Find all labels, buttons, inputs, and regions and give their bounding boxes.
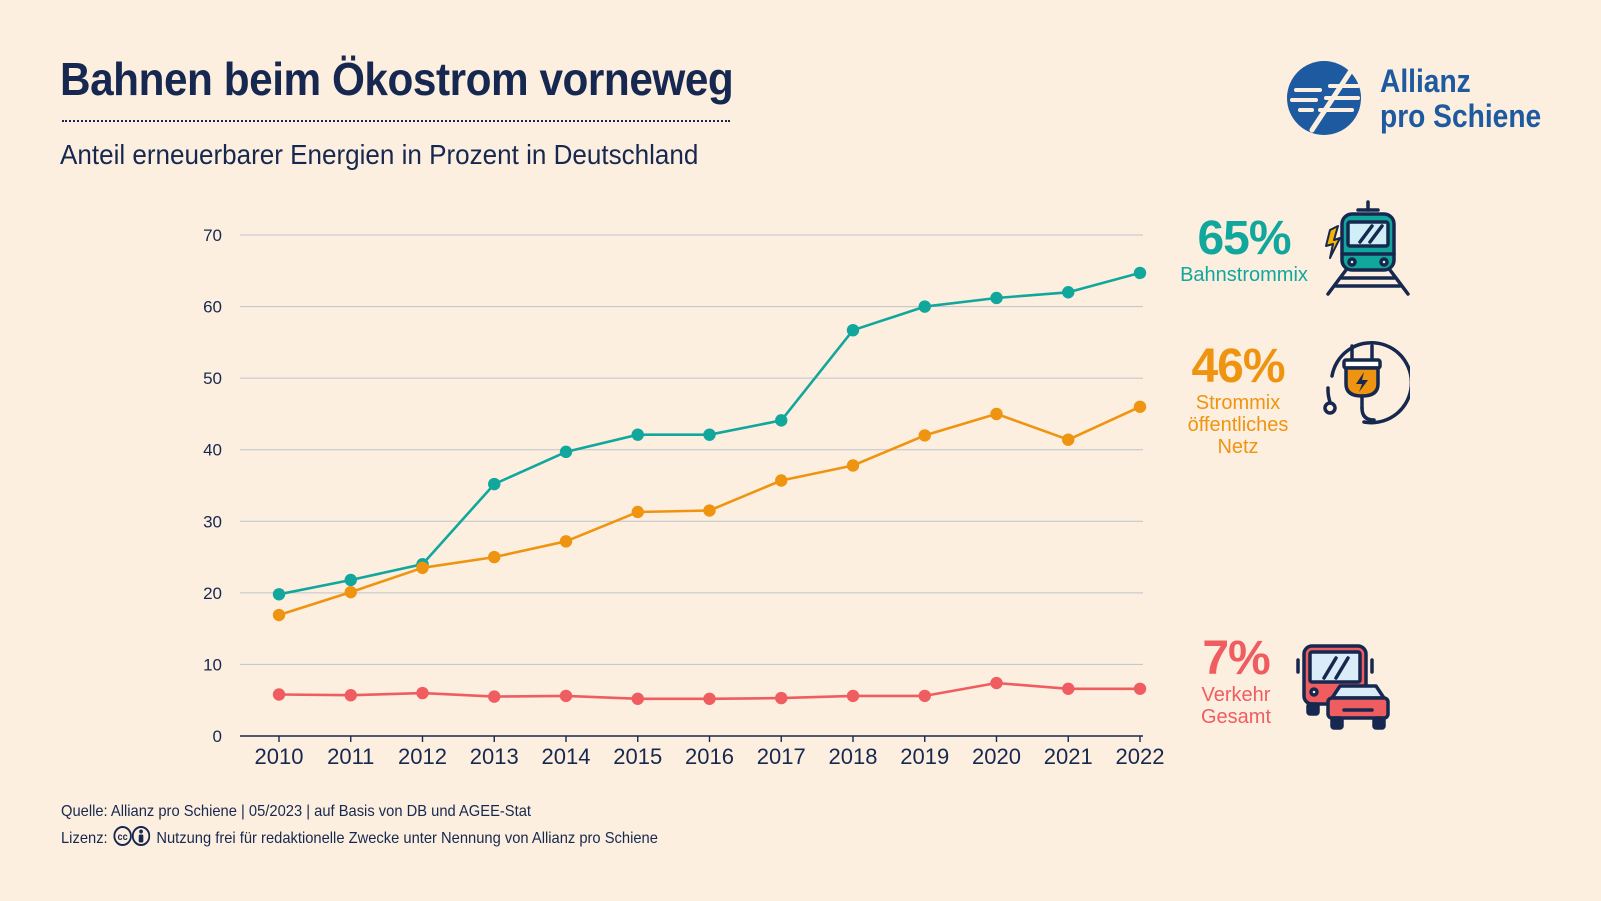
callout-verkehr-value: 7% bbox=[1202, 632, 1270, 685]
x-tick-label: 2020 bbox=[972, 744, 1021, 769]
y-tick-label: 50 bbox=[203, 369, 222, 388]
y-tick-label: 10 bbox=[203, 655, 222, 674]
data-point-2 bbox=[344, 689, 357, 702]
data-point-1 bbox=[846, 459, 860, 472]
y-tick-label: 30 bbox=[203, 512, 222, 531]
x-tick-label: 2016 bbox=[685, 744, 734, 769]
data-point-1 bbox=[918, 429, 931, 442]
data-point-1 bbox=[990, 407, 1003, 421]
x-tick-label: 2021 bbox=[1044, 744, 1093, 769]
x-tick-label: 2012 bbox=[398, 744, 447, 769]
plug-icon bbox=[1323, 340, 1410, 425]
x-tick-label: 2017 bbox=[757, 744, 806, 769]
callout-strommix: 46% Strommix öffentliches Netz bbox=[1168, 340, 1308, 459]
chart-title: Bahnen beim Ökostrom vorneweg bbox=[60, 53, 734, 105]
license-text: Nutzung frei für redaktionelle Zwecke un… bbox=[156, 830, 658, 847]
data-point-0 bbox=[703, 428, 716, 441]
logo-text: Allianz pro Schiene bbox=[1380, 64, 1541, 134]
chart-subtitle: Anteil erneuerbarer Energien in Prozent … bbox=[60, 139, 699, 170]
data-point-0 bbox=[1062, 286, 1075, 299]
callout-bahn-label: Bahnstrommix bbox=[1180, 264, 1308, 286]
data-point-2 bbox=[559, 689, 573, 703]
y-tick-label: 0 bbox=[213, 727, 222, 746]
data-point-0 bbox=[344, 573, 357, 587]
x-tick-label: 2015 bbox=[613, 744, 662, 769]
title-divider bbox=[62, 120, 730, 122]
allianz-logo: Allianz pro Schiene bbox=[1286, 60, 1546, 140]
data-point-1 bbox=[775, 474, 788, 487]
x-tick-label: 2022 bbox=[1116, 744, 1165, 769]
x-tick-label: 2010 bbox=[255, 744, 304, 769]
x-tick-label: 2019 bbox=[900, 744, 949, 769]
y-tick-label: 70 bbox=[203, 226, 222, 245]
chart-grid bbox=[240, 234, 1143, 737]
data-point-0 bbox=[775, 414, 788, 427]
bus-car-icon bbox=[1296, 644, 1390, 730]
x-tick-label: 2018 bbox=[829, 744, 878, 769]
data-point-2 bbox=[272, 688, 286, 701]
creative-commons-icon: cc bbox=[113, 826, 151, 846]
x-tick-label: 2013 bbox=[470, 744, 519, 769]
data-point-1 bbox=[703, 504, 716, 517]
data-point-1 bbox=[1133, 400, 1147, 413]
x-axis-ticks: 2010 2011 2012 2013 2014 2015 2016 2017 2018 2019… bbox=[255, 736, 1165, 769]
callout-strom-label-1: Strommix bbox=[1195, 392, 1281, 414]
data-point-0 bbox=[272, 588, 286, 601]
callout-bahnstrommix: 65% Bahnstrommix bbox=[1172, 212, 1316, 287]
data-point-1 bbox=[488, 550, 501, 564]
data-point-2 bbox=[1062, 682, 1075, 695]
chart-points bbox=[272, 266, 1147, 705]
logo-line-2: pro Schiene bbox=[1380, 98, 1542, 134]
callout-strom-value: 46% bbox=[1191, 340, 1285, 393]
callout-verkehr-label-1: Verkehr bbox=[1201, 684, 1271, 706]
license-label: Lizenz: bbox=[61, 830, 108, 847]
data-point-1 bbox=[559, 535, 573, 548]
source-note: Quelle: Allianz pro Schiene | 05/2023 | … bbox=[61, 803, 531, 820]
data-point-0 bbox=[631, 428, 644, 441]
data-point-1 bbox=[631, 505, 644, 519]
train-icon bbox=[1325, 200, 1410, 296]
callout-strom-label-2: öffentliches bbox=[1187, 414, 1289, 436]
data-point-1 bbox=[1062, 433, 1075, 446]
callout-bahn-value: 65% bbox=[1197, 212, 1291, 265]
data-point-0 bbox=[488, 477, 501, 491]
data-point-2 bbox=[416, 686, 429, 700]
y-tick-label: 60 bbox=[203, 298, 222, 317]
data-point-1 bbox=[272, 608, 286, 622]
data-point-0 bbox=[846, 323, 860, 337]
data-point-0 bbox=[990, 291, 1003, 305]
svg-text:cc: cc bbox=[118, 832, 129, 843]
callout-verkehr: 7% Verkehr Gesamt bbox=[1178, 632, 1294, 729]
data-point-0 bbox=[1133, 266, 1147, 280]
data-point-2 bbox=[775, 691, 788, 705]
y-tick-label: 40 bbox=[203, 441, 222, 460]
x-tick-label: 2011 bbox=[327, 744, 374, 769]
data-point-2 bbox=[918, 689, 931, 703]
y-axis-ticks: 0 10 20 30 40 50 60 70 bbox=[203, 226, 222, 746]
callout-verkehr-label-2: Gesamt bbox=[1200, 706, 1272, 728]
logo-line-1: Allianz bbox=[1380, 63, 1471, 99]
data-point-2 bbox=[631, 692, 644, 705]
data-point-2 bbox=[488, 690, 501, 703]
allianz-logo-icon bbox=[1287, 61, 1361, 135]
license-note: Lizenz: cc Nutzung frei für redaktionell… bbox=[61, 826, 658, 848]
data-point-2 bbox=[703, 692, 716, 705]
data-point-1 bbox=[416, 561, 429, 575]
data-point-0 bbox=[559, 445, 573, 459]
x-tick-label: 2014 bbox=[542, 744, 591, 769]
chart-lines bbox=[278, 271, 1141, 701]
data-point-0 bbox=[918, 300, 931, 313]
data-point-2 bbox=[990, 676, 1003, 690]
data-point-1 bbox=[344, 585, 357, 599]
callout-strom-label-3: Netz bbox=[1217, 436, 1259, 458]
y-tick-label: 20 bbox=[203, 584, 222, 603]
data-point-2 bbox=[1133, 682, 1147, 695]
data-point-2 bbox=[846, 689, 860, 703]
